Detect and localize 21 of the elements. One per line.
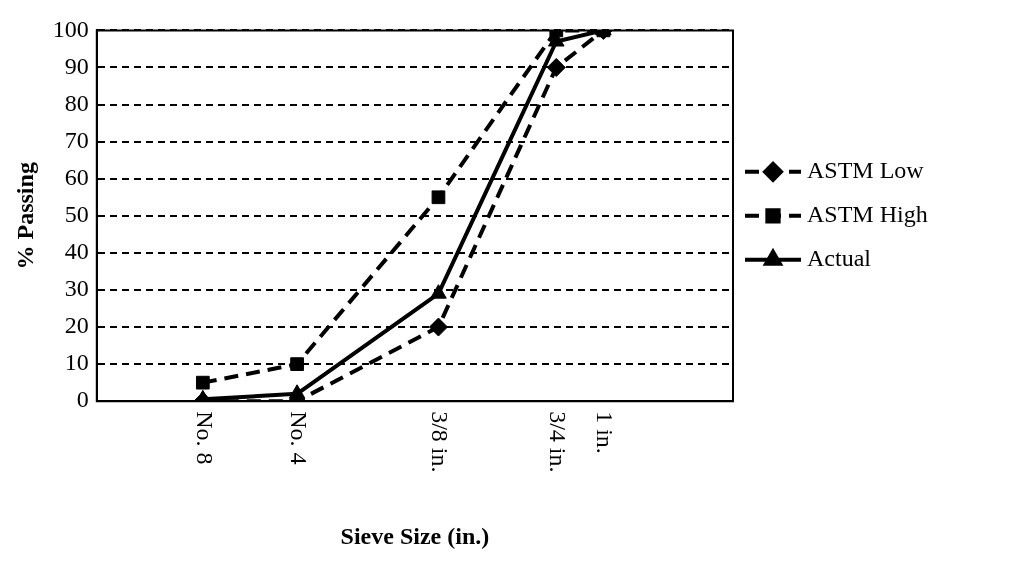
y-tick-label: 20	[64, 312, 89, 339]
y-tick-label: 100	[52, 15, 89, 42]
y-axis-title: % Passing	[11, 162, 38, 270]
x-tick-label: No. 8	[191, 411, 218, 465]
x-tick-label: 3/8 in.	[427, 411, 454, 473]
y-tick-label: 0	[76, 386, 89, 413]
y-tick-label: 40	[64, 238, 89, 265]
x-axis-title: Sieve Size (in.)	[340, 522, 490, 549]
y-tick-label: 60	[64, 164, 89, 191]
x-tick-label: 1 in.	[592, 411, 619, 454]
legend-label: Actual	[807, 245, 872, 272]
y-tick-label: 30	[64, 275, 89, 302]
y-tick-label: 10	[64, 349, 89, 376]
y-tick-label: 90	[64, 52, 89, 79]
x-tick-label: 3/4 in.	[544, 411, 571, 473]
y-tick-label: 70	[64, 126, 89, 153]
legend-label: ASTM Low	[807, 157, 925, 184]
x-tick-label: No. 4	[285, 411, 312, 465]
y-tick-label: 80	[64, 89, 89, 116]
legend-label: ASTM High	[807, 201, 928, 228]
y-tick-label: 50	[64, 201, 89, 228]
